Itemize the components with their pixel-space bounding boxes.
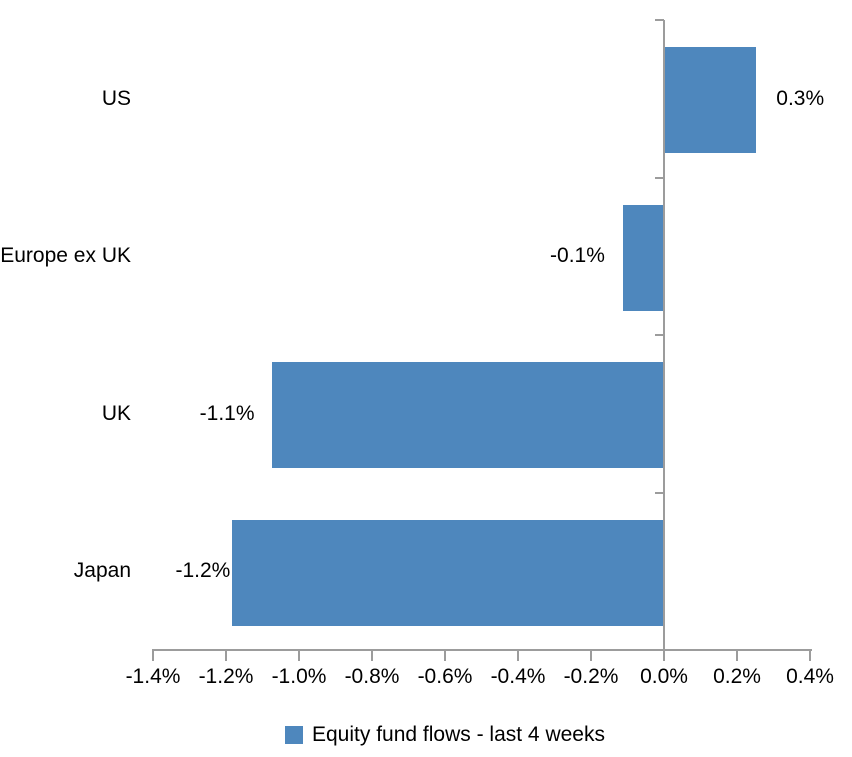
bar-japan [232, 519, 663, 626]
x-axis-tick [298, 651, 300, 661]
category-tick [655, 492, 664, 494]
legend: Equity fund flows - last 4 weeks [285, 722, 605, 748]
x-axis-tick [663, 651, 665, 661]
x-axis-tick [736, 651, 738, 661]
x-axis-tick-label: -0.6% [417, 665, 473, 688]
x-axis-tick-label: -1.2% [198, 665, 254, 688]
data-label-europe-ex-uk: -0.1% [550, 244, 605, 268]
x-axis-tick [371, 651, 373, 661]
legend-label: Equity fund flows - last 4 weeks [312, 723, 605, 746]
x-axis-tick [517, 651, 519, 661]
category-tick [655, 19, 664, 21]
x-axis-tick [809, 651, 811, 661]
x-axis-tick [152, 651, 154, 661]
category-label-uk: UK [101, 401, 131, 425]
category-label-europe-ex-uk: Europe ex UK [0, 244, 131, 268]
x-axis-tick [444, 651, 446, 661]
bar-uk [272, 362, 663, 468]
data-label-japan: -1.2% [175, 559, 231, 583]
x-axis-tick-label: -1.0% [271, 665, 327, 688]
category-tick [655, 177, 664, 179]
x-axis-tick-label: 0.2% [713, 665, 761, 688]
category-label-us: US [101, 86, 131, 110]
y-axis-zero-line [663, 20, 665, 651]
bar-us [665, 47, 757, 153]
x-axis-tick-label: -0.2% [563, 665, 619, 688]
bar-europe-ex-uk [622, 204, 663, 311]
x-axis-tick-label: 0.4% [786, 665, 834, 688]
x-axis-tick-label: -1.4% [125, 665, 181, 688]
x-axis-tick [225, 651, 227, 661]
legend-marker-square-icon [285, 726, 303, 744]
x-axis-line [152, 649, 812, 651]
data-label-uk: -1.1% [199, 401, 255, 425]
data-label-us: 0.3% [776, 86, 825, 110]
x-axis-tick [590, 651, 592, 661]
category-label-japan: Japan [73, 559, 131, 583]
x-axis-tick-label: 0.0% [640, 665, 688, 688]
category-tick [655, 334, 664, 336]
x-axis-tick-label: -0.4% [490, 665, 546, 688]
x-axis-tick-label: -0.8% [344, 665, 400, 688]
